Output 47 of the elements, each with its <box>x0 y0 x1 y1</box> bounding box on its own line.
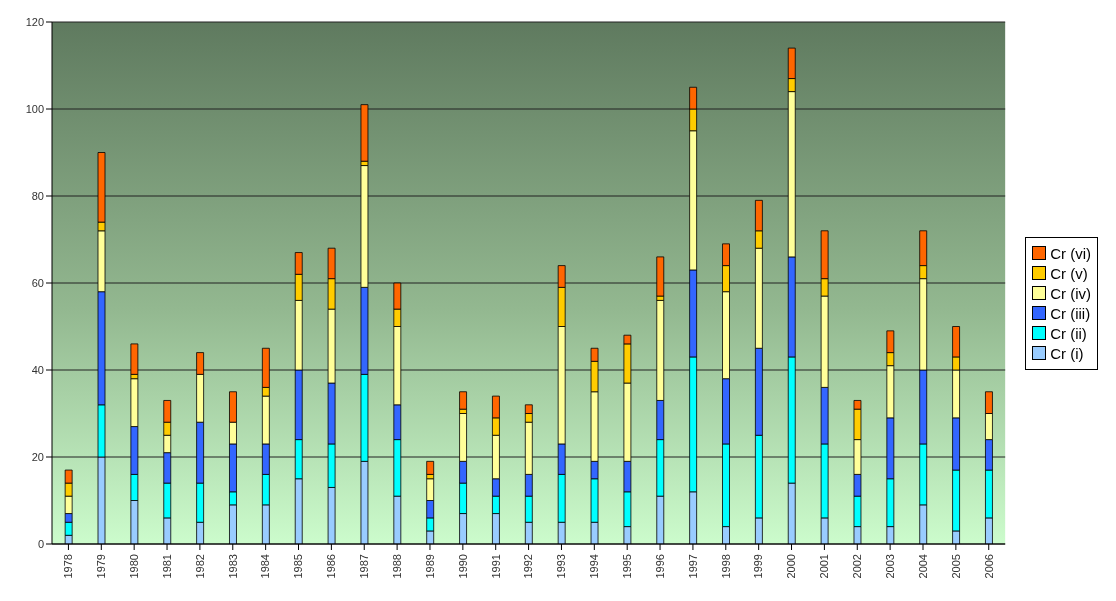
x-tick-label: 1981 <box>160 554 173 579</box>
legend-label: Cr (v) <box>1050 264 1088 282</box>
x-tick-label: 1983 <box>226 554 239 579</box>
x-tick-label: 1988 <box>390 554 403 579</box>
x-tick-label: 2003 <box>883 554 896 579</box>
x-tick-label: 1980 <box>127 554 140 579</box>
x-tick-label: 1978 <box>62 554 75 579</box>
x-tick-label: 1999 <box>752 554 765 579</box>
x-tick-label: 1994 <box>588 554 601 579</box>
y-tick-label: 0 <box>37 537 44 550</box>
bar <box>426 460 435 475</box>
bar <box>130 343 139 375</box>
x-tick-label: 1991 <box>489 554 502 579</box>
x-tick-label: 2002 <box>851 554 864 579</box>
x-tick-label: 2004 <box>916 554 929 579</box>
x-tick-label: 2001 <box>818 554 831 579</box>
x-tick-label: 1984 <box>259 554 272 579</box>
x-tick-label: 1989 <box>423 554 436 579</box>
y-tick-label: 80 <box>31 189 44 202</box>
legend-label: Cr (i) <box>1050 344 1084 362</box>
x-tick-label: 1992 <box>522 554 535 579</box>
x-tick-label: 1979 <box>95 554 108 579</box>
x-tick-label: 2006 <box>982 554 995 579</box>
x-tick-label: 1998 <box>719 554 732 579</box>
legend-label: Cr (ii) <box>1050 324 1087 342</box>
x-tick-label: 2000 <box>785 554 798 579</box>
x-tick-label: 1982 <box>193 554 206 579</box>
bar <box>656 256 665 297</box>
y-tick-label: 40 <box>31 363 44 376</box>
x-tick-label: 1986 <box>325 554 338 579</box>
x-tick-label: 1985 <box>292 554 305 579</box>
bar <box>360 104 369 162</box>
legend-label: Cr (iii) <box>1050 304 1091 322</box>
legend-label: Cr (vi) <box>1050 244 1091 262</box>
y-tick-label: 100 <box>25 102 44 115</box>
y-tick-label: 120 <box>25 15 44 28</box>
y-tick-label: 60 <box>31 276 44 289</box>
y-tick-label: 20 <box>31 450 44 463</box>
legend-label: Cr (iv) <box>1050 284 1091 302</box>
x-tick-label: 1997 <box>686 554 699 579</box>
x-tick-label: 1993 <box>555 554 568 579</box>
x-tick-label: 1990 <box>456 554 469 579</box>
x-tick-label: 1995 <box>621 554 633 579</box>
bar <box>459 391 467 410</box>
x-tick-label: 1996 <box>653 554 666 579</box>
x-tick-label: 2005 <box>949 554 962 579</box>
x-tick-label: 1987 <box>358 554 371 579</box>
